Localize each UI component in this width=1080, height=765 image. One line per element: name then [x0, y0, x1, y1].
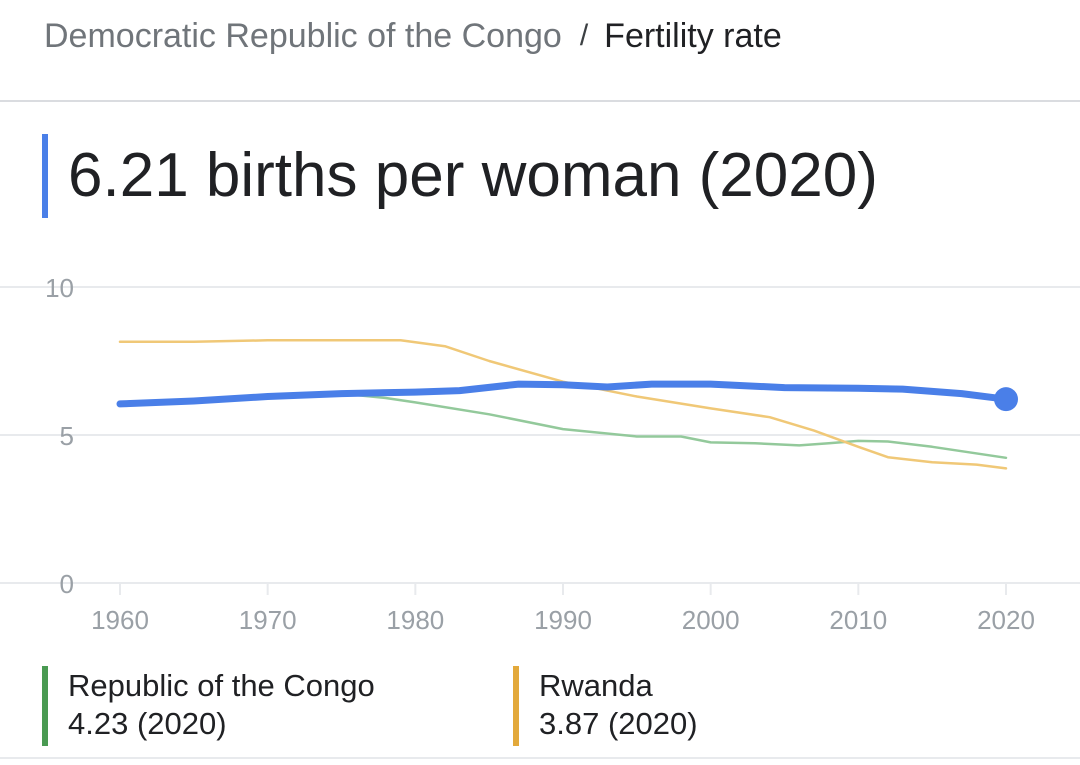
fertility-line-chart[interactable]: 0 5 10 1960 1970 1980 1990 2000 2010 2020 [0, 260, 1080, 650]
y-tick-label: 10 [45, 273, 74, 303]
breadcrumb-separator: / [579, 19, 589, 52]
legend-series-name: Rwanda [539, 668, 653, 703]
x-tick-label: 2000 [682, 605, 740, 635]
headline-accent-bar [42, 134, 48, 218]
breadcrumb-current: Fertility rate [604, 16, 782, 55]
y-tick-label: 0 [60, 569, 74, 599]
x-tick-label: 1960 [91, 605, 149, 635]
breadcrumb: Democratic Republic of the Congo / Ferti… [44, 14, 782, 58]
x-tick-label: 1990 [534, 605, 592, 635]
y-tick-label: 5 [60, 421, 74, 451]
legend-series-value: 4.23 (2020) [68, 706, 227, 741]
x-tick-label: 1970 [239, 605, 297, 635]
header-divider [0, 100, 1080, 102]
x-tick-label: 2010 [829, 605, 887, 635]
series-line-rwanda [118, 339, 1008, 470]
latest-value-marker [994, 387, 1018, 412]
headline-value: 6.21 births per woman (2020) [68, 141, 878, 210]
x-tick-label: 1980 [386, 605, 444, 635]
breadcrumb-parent-link[interactable]: Democratic Republic of the Congo [44, 16, 562, 55]
x-tick-label: 2020 [977, 605, 1035, 635]
legend-color-bar [42, 666, 48, 746]
legend-series-name: Republic of the Congo [68, 668, 375, 703]
legend-series-value: 3.87 (2020) [539, 706, 698, 741]
legend-color-bar [513, 666, 519, 746]
series-line-republic-of-the-congo [340, 392, 1008, 460]
series-line-democratic-republic-of-the-congo [116, 380, 1010, 408]
bottom-divider [0, 757, 1080, 759]
